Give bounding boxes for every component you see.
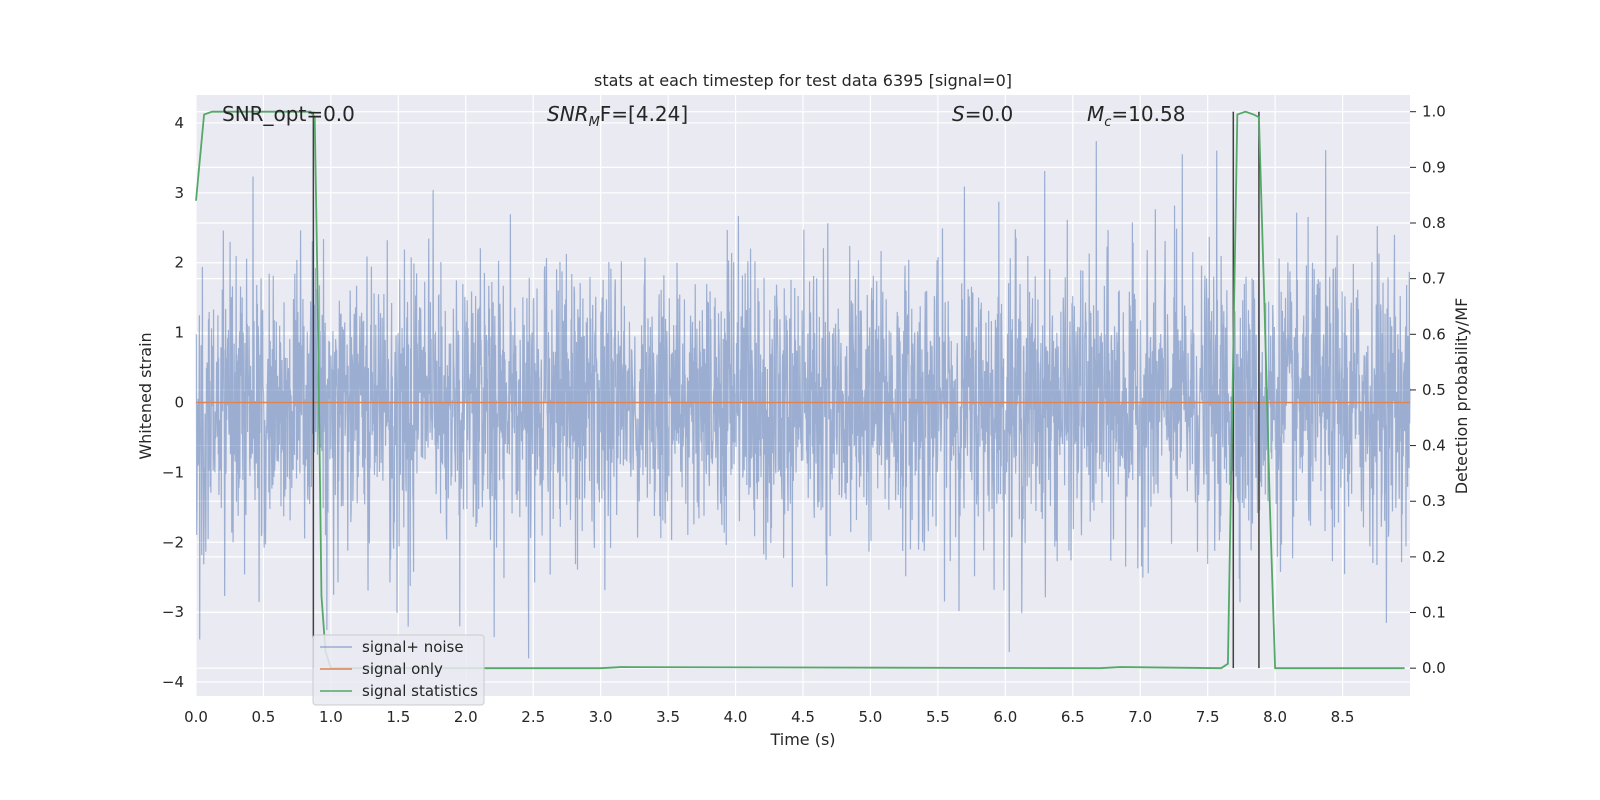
y-right-tick-label: 0.6 — [1422, 325, 1446, 343]
signal-statistics-line — [195, 110, 1405, 670]
y-right-tick-label: 0.5 — [1422, 381, 1446, 399]
x-tick-label: 1.5 — [386, 708, 410, 726]
legend-label-signal-only: signal only — [362, 660, 443, 678]
x-tick-label: 2.0 — [454, 708, 478, 726]
annotation-s-main: S — [952, 102, 965, 126]
x-tick-label: 3.5 — [656, 708, 680, 726]
x-tick-label: 7.0 — [1128, 708, 1152, 726]
annotation-snr-opt: SNR_opt=0.0 — [222, 102, 355, 126]
y-right-tick-label: 0.0 — [1422, 659, 1446, 677]
annotation-mc-sub: c — [1104, 115, 1111, 130]
series-lines — [195, 110, 1410, 670]
annotation-s: S=0.0 — [952, 102, 1013, 126]
y-tick-label: −4 — [162, 673, 184, 691]
y-tick-label: 2 — [174, 254, 184, 272]
x-tick-label: 3.0 — [589, 708, 613, 726]
x-tick-label: 6.0 — [993, 708, 1017, 726]
x-tick-label: 2.5 — [521, 708, 545, 726]
y-right-tick-label: 0.3 — [1422, 492, 1446, 510]
y-right-tick-label: 0.9 — [1422, 158, 1446, 176]
x-tick-label: 0.5 — [252, 708, 276, 726]
annotation-mc-main: M — [1087, 102, 1104, 126]
y-tick-label: −1 — [162, 463, 184, 481]
legend: signal+ noise signal only signal statist… — [312, 634, 485, 706]
x-tick-label: 4.0 — [724, 708, 748, 726]
y-right-tick-label: 0.1 — [1422, 604, 1446, 622]
annotation-mc-rest: =10.58 — [1111, 102, 1185, 126]
y-tick-label: −2 — [162, 533, 184, 551]
annotation-s-rest: =0.0 — [965, 102, 1014, 126]
annotation-mc: Mc=10.58 — [1087, 102, 1185, 130]
annotation-snr-mf-main: SNR — [547, 102, 589, 126]
annotation-snr-mf: SNRMF=[4.24] — [547, 102, 688, 130]
annotation-snr-mf-sub: M — [589, 115, 600, 130]
series-signal-noise — [195, 141, 1411, 659]
y-tick-label: 1 — [174, 324, 184, 342]
y-right-tick-label: 1.0 — [1422, 103, 1446, 121]
x-tick-label: 5.0 — [859, 708, 883, 726]
y-right-tick-label: 0.2 — [1422, 548, 1446, 566]
y-axis-label: Whitened strain — [136, 332, 155, 459]
annotation-snr-mf-rest: F=[4.24] — [600, 102, 688, 126]
x-tick-label: 8.5 — [1331, 708, 1355, 726]
y-tick-label: 0 — [174, 393, 184, 411]
chart-title: stats at each timestep for test data 639… — [594, 71, 1012, 90]
legend-label-signal-noise: signal+ noise — [362, 638, 464, 656]
signal-noise-line — [195, 141, 1411, 659]
x-tick-label: 0.0 — [184, 708, 208, 726]
y-tick-label: 4 — [174, 114, 184, 132]
axis-ticks: 0.0 0.5 1.0 1.5 2.0 2.5 3.0 3.5 4.0 4.5 5.0 5.5 6.0 6… — [162, 103, 1446, 726]
y-right-tick-label: 0.7 — [1422, 270, 1446, 288]
x-tick-label: 6.5 — [1061, 708, 1085, 726]
x-tick-label: 7.5 — [1196, 708, 1220, 726]
x-tick-label: 5.5 — [926, 708, 950, 726]
y-tick-label: 3 — [174, 184, 184, 202]
y-right-tick-label: 0.8 — [1422, 214, 1446, 232]
legend-label-signal-statistics: signal statistics — [362, 682, 478, 700]
y-axis-right-label: Detection probability/MF — [1452, 298, 1471, 495]
legend-box — [312, 634, 485, 706]
y-right-tick-label: 0.4 — [1422, 437, 1446, 455]
x-tick-label: 8.0 — [1263, 708, 1287, 726]
x-axis-label: Time (s) — [769, 730, 835, 749]
x-tick-label: 4.5 — [791, 708, 815, 726]
x-tick-label: 1.0 — [319, 708, 343, 726]
y-tick-label: −3 — [162, 603, 184, 621]
